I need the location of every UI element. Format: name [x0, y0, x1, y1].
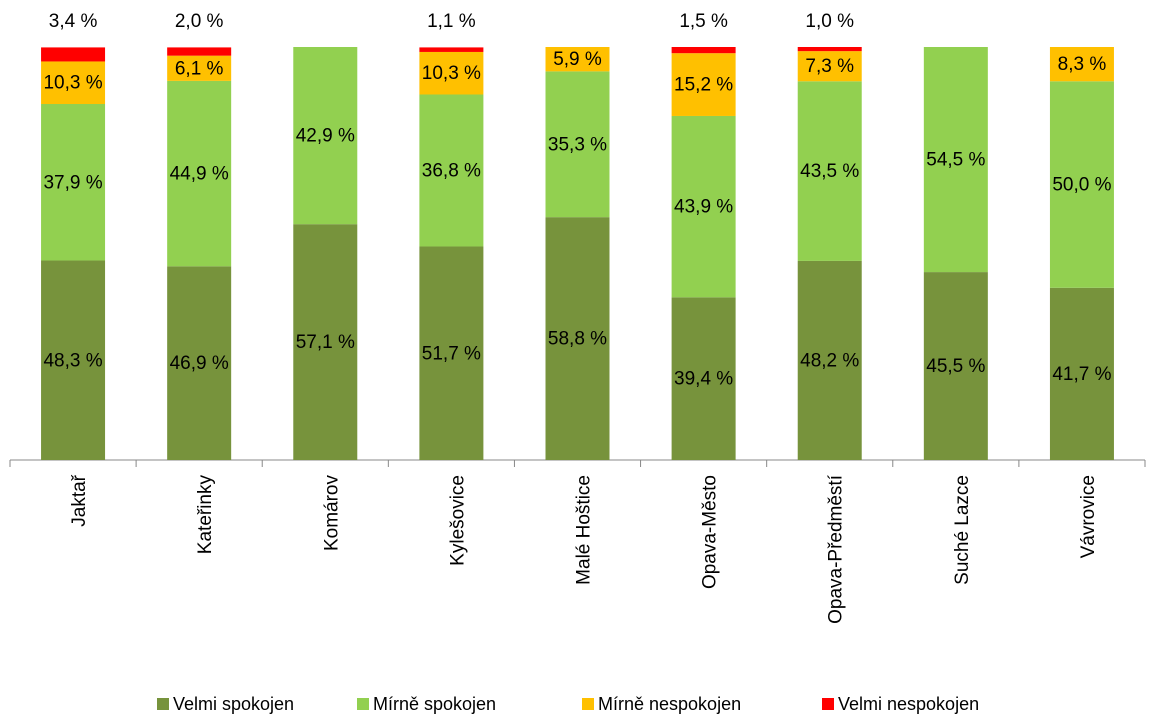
bar-segment — [671, 53, 736, 116]
data-label: 2,0 % — [175, 11, 224, 32]
legend-swatch — [157, 698, 169, 710]
legend-swatch — [582, 698, 594, 710]
bar-segment — [545, 217, 610, 460]
bar-segment — [419, 94, 484, 247]
bar-segment — [797, 81, 862, 261]
bar-segment — [167, 80, 232, 267]
data-label: 43,5 % — [800, 161, 859, 182]
data-label: 48,3 % — [43, 350, 102, 371]
bar-segment — [167, 55, 232, 81]
bar-segment — [923, 272, 988, 460]
legend-label: Velmi spokojen — [173, 694, 294, 714]
bar-segment — [797, 51, 862, 82]
data-label: 57,1 % — [296, 332, 355, 353]
data-label: 6,1 % — [175, 58, 224, 79]
bar-segment — [41, 260, 106, 460]
bar-segment — [419, 47, 484, 52]
bar-segment — [167, 266, 232, 460]
x-tick-label: Suché Lazce — [952, 475, 973, 585]
bar-segment — [41, 103, 106, 261]
legend-swatch — [357, 698, 369, 710]
data-label: 1,1 % — [427, 11, 476, 32]
bar-segment — [797, 260, 862, 460]
data-label: 7,3 % — [805, 56, 854, 77]
bar-segment — [671, 115, 736, 298]
x-tick-label: Jaktař — [69, 474, 90, 526]
x-tick-label: Kateřinky — [195, 475, 216, 555]
bar-segment — [293, 224, 358, 460]
bar-segment — [671, 297, 736, 460]
bar-segment — [545, 71, 610, 218]
x-tick-label: Kylešovice — [447, 475, 468, 566]
bar-segment — [923, 47, 988, 273]
bar-segment — [41, 61, 106, 104]
x-tick-label: Malé Hoštice — [574, 475, 595, 585]
data-label: 58,8 % — [548, 329, 607, 350]
data-label: 10,3 % — [43, 73, 102, 94]
bar-segment — [1049, 287, 1114, 460]
bar-segment — [1049, 81, 1114, 288]
data-label: 10,3 % — [422, 63, 481, 84]
data-label: 36,8 % — [422, 161, 481, 182]
data-label: 37,9 % — [43, 172, 102, 193]
bar-segment — [293, 47, 358, 225]
data-label: 46,9 % — [170, 353, 229, 374]
x-tick-label: Opava-Město — [700, 475, 721, 589]
data-label: 45,5 % — [926, 356, 985, 377]
bar-segment — [41, 47, 106, 62]
x-tick-label: Vávrovice — [1078, 475, 1099, 558]
x-tick-label: Komárov — [321, 475, 342, 552]
data-label: 8,3 % — [1058, 54, 1107, 75]
data-label: 3,4 % — [49, 11, 98, 32]
data-label: 1,5 % — [679, 11, 728, 32]
data-label: 54,5 % — [926, 150, 985, 171]
bar-segment — [1049, 47, 1114, 82]
legend-label: Mírně nespokojen — [598, 694, 741, 714]
bar-segment — [545, 47, 610, 72]
legend-label: Velmi nespokojen — [838, 694, 979, 714]
data-label: 48,2 % — [800, 350, 859, 371]
data-label: 5,9 % — [553, 49, 602, 70]
legend-label: Mírně spokojen — [373, 694, 496, 714]
bar-segment — [167, 47, 232, 56]
data-label: 39,4 % — [674, 369, 733, 390]
data-label: 15,2 % — [674, 75, 733, 96]
data-label: 51,7 % — [422, 343, 481, 364]
data-label: 50,0 % — [1052, 175, 1111, 196]
bar-segment — [671, 47, 736, 54]
data-label: 1,0 % — [805, 11, 854, 32]
bar-segment — [419, 51, 484, 95]
data-label: 41,7 % — [1052, 364, 1111, 385]
data-label: 43,9 % — [674, 197, 733, 218]
bar-segment — [797, 47, 862, 52]
x-tick-label: Opava-Předměstí — [826, 474, 847, 624]
data-label: 44,9 % — [170, 164, 229, 185]
data-label: 42,9 % — [296, 126, 355, 147]
legend-swatch — [822, 698, 834, 710]
bar-segment — [419, 246, 484, 460]
data-label: 35,3 % — [548, 134, 607, 155]
